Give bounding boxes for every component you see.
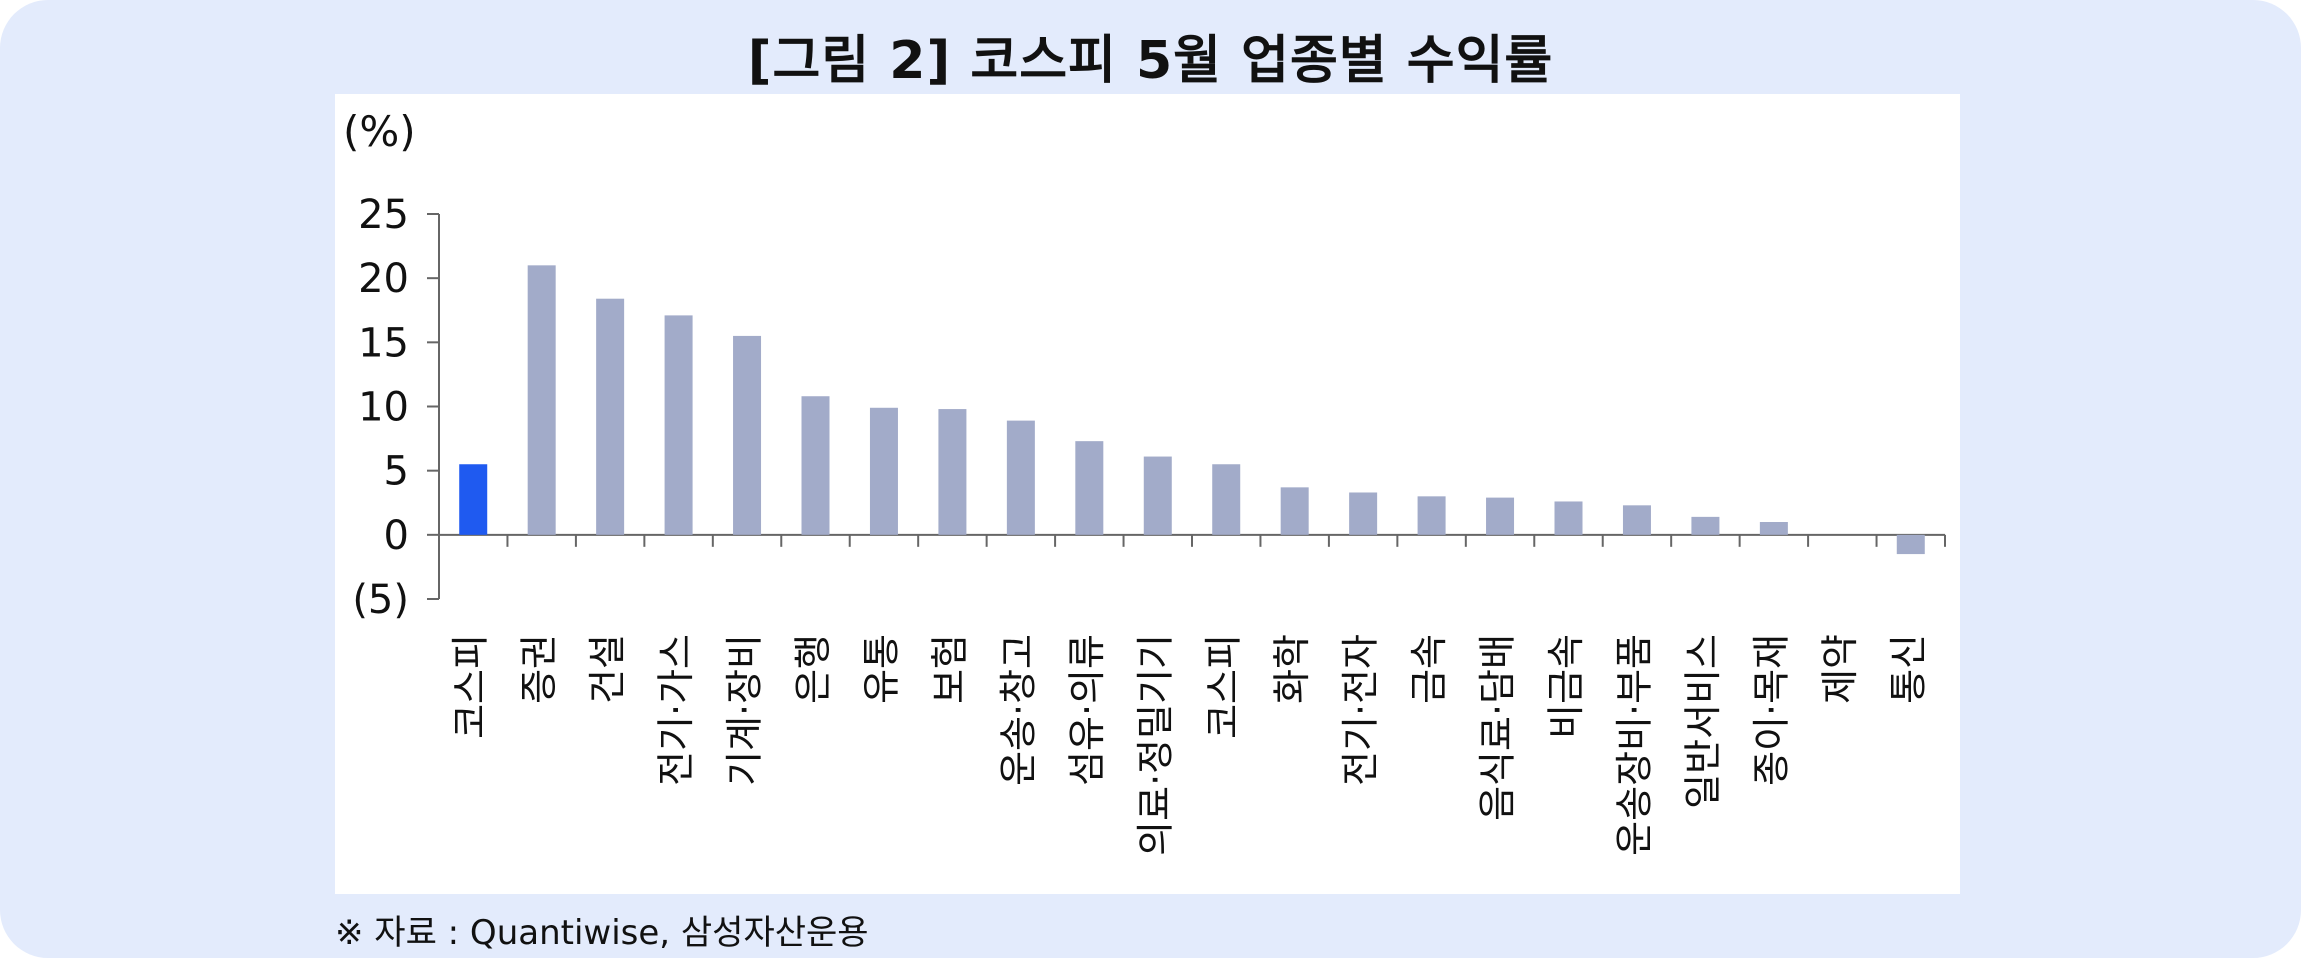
chart-title: [그림 2] 코스피 5월 업종별 수익률 bbox=[747, 31, 1554, 91]
category-label: 증권 bbox=[517, 634, 561, 704]
category-label: 코스피 bbox=[449, 634, 493, 739]
source-note: ※ 자료 : Quantiwise, 삼성자산운용 bbox=[335, 913, 869, 953]
bar bbox=[1280, 487, 1309, 535]
category-label: 운송·창고 bbox=[996, 634, 1040, 786]
bar bbox=[1349, 492, 1378, 535]
bar bbox=[938, 409, 967, 535]
y-tick-label: 10 bbox=[358, 385, 409, 431]
category-label: 보험 bbox=[928, 634, 972, 704]
bar bbox=[1486, 497, 1515, 535]
category-label: 건설 bbox=[586, 634, 630, 704]
plot-area: (%) 25 20 15 10 5 0 (5) 코스피 증권 건설 전기·가스 기계·장비 은행 유통 보험 운… bbox=[335, 94, 1960, 894]
bar bbox=[527, 265, 556, 535]
y-tick-label: 0 bbox=[384, 513, 409, 559]
category-label: 기계·장비 bbox=[723, 634, 767, 786]
y-axis-label: (%) bbox=[343, 107, 416, 156]
category-label: 일반서비스 bbox=[1681, 634, 1725, 809]
y-tick-label: 5 bbox=[384, 449, 409, 495]
category-label: 전기·전자 bbox=[1339, 634, 1383, 786]
category-label: 전기·가스 bbox=[654, 634, 698, 786]
category-label: 화학 bbox=[1270, 634, 1314, 704]
category-label: 비금속 bbox=[1544, 634, 1588, 739]
category-label: 은행 bbox=[791, 634, 835, 704]
bar bbox=[1622, 505, 1651, 535]
category-label: 코스피 bbox=[1202, 634, 1246, 739]
bar bbox=[1212, 464, 1241, 535]
y-tick-label: (5) bbox=[352, 577, 409, 623]
bar bbox=[801, 396, 830, 535]
category-label: 종이·목재 bbox=[1749, 634, 1793, 786]
y-tick-label: 25 bbox=[358, 192, 409, 238]
bar bbox=[1143, 456, 1172, 535]
category-label: 제약 bbox=[1818, 634, 1862, 704]
bar bbox=[869, 407, 898, 535]
category-label: 금속 bbox=[1407, 634, 1451, 704]
category-label: 운송장비·부품 bbox=[1612, 634, 1656, 856]
bar bbox=[1554, 501, 1583, 535]
bar bbox=[459, 464, 488, 535]
bar bbox=[1417, 496, 1446, 535]
bar bbox=[733, 335, 762, 535]
category-label: 섬유·의류 bbox=[1065, 634, 1109, 786]
bar bbox=[596, 298, 625, 535]
bar bbox=[1006, 420, 1035, 535]
bar bbox=[664, 315, 693, 535]
category-label: 의료·정밀기기 bbox=[1133, 634, 1177, 856]
category-label: 통신 bbox=[1886, 634, 1930, 704]
y-tick-label: 15 bbox=[358, 320, 409, 366]
bar-chart: (%) 25 20 15 10 5 0 (5) 코스피 증권 건설 전기·가스 기계·장비 은행 유통 보험 운… bbox=[343, 107, 1946, 856]
bar bbox=[1691, 516, 1720, 535]
bar bbox=[1075, 441, 1104, 535]
category-label: 음식료·담배 bbox=[1476, 634, 1520, 821]
category-label: 유통 bbox=[859, 634, 903, 704]
bar bbox=[1759, 522, 1788, 535]
bar bbox=[1896, 534, 1925, 555]
y-tick-label: 20 bbox=[358, 256, 409, 302]
